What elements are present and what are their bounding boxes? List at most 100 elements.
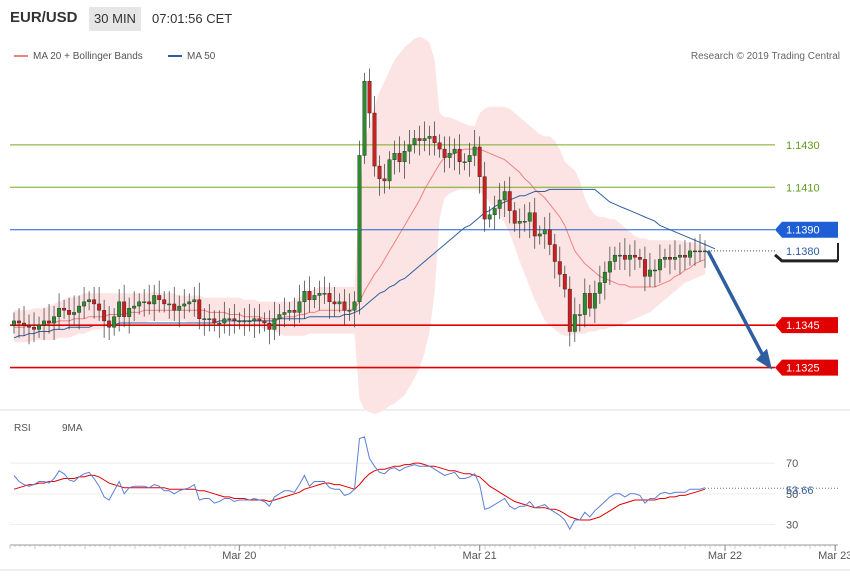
candle-18: [102, 299, 107, 338]
candle-body: [317, 293, 322, 296]
candle-body: [67, 310, 72, 315]
candle-119: [607, 246, 612, 285]
candle-body: [267, 322, 272, 330]
candle-body: [698, 250, 702, 253]
candle-127: [647, 253, 652, 287]
candle-body: [703, 250, 707, 253]
level-label-tag: [775, 179, 838, 196]
candle-body: [507, 191, 512, 211]
candle-body: [452, 148, 457, 154]
candle-body: [562, 274, 567, 290]
candle-body: [482, 176, 487, 220]
rsi-tick-50: 50: [786, 489, 798, 501]
candle-body: [502, 191, 507, 201]
candle-120: [612, 246, 617, 270]
candle-body: [522, 221, 527, 223]
candle-19: [107, 306, 112, 340]
candle-31: [167, 291, 172, 319]
candle-body: [637, 257, 642, 260]
candle-116: [592, 280, 597, 324]
candle-body: [693, 250, 697, 253]
candle-body: [492, 208, 497, 216]
candle-47: [247, 303, 252, 332]
legend-ma50: MA 50: [168, 51, 215, 62]
rsi-9ma-line: [13, 462, 706, 521]
candle-71: [367, 68, 372, 128]
candle-27: [147, 284, 152, 315]
candle-body: [652, 269, 657, 272]
candle-91: [467, 142, 472, 177]
candle-body: [287, 310, 292, 313]
candle-26: [142, 289, 147, 317]
candle-98: [502, 180, 507, 217]
timeframe-button[interactable]: 30 MIN: [89, 7, 141, 31]
candle-body: [52, 316, 57, 324]
candle-body: [577, 314, 582, 316]
candle-body: [412, 138, 417, 146]
candle-body: [487, 214, 492, 220]
level-label-text: 1.1380: [786, 246, 820, 258]
candle-body: [567, 288, 572, 332]
candle-body: [27, 324, 31, 328]
candle-63: [327, 282, 332, 319]
candle-body: [382, 178, 387, 182]
candle-body: [62, 307, 67, 311]
candle-23: [127, 297, 132, 334]
candle-117: [597, 265, 602, 304]
timestamp: 07:01:56 CET: [152, 11, 233, 26]
candles-layer: [12, 68, 707, 347]
candle-body: [17, 320, 21, 324]
candle-34: [182, 289, 187, 319]
candle-115: [587, 284, 592, 317]
candle-77: [397, 136, 402, 173]
candle-body: [632, 254, 637, 258]
candle-130: [662, 248, 667, 268]
candle-body: [417, 138, 422, 141]
candle-body: [322, 293, 327, 295]
candle-13: [77, 295, 82, 330]
candle-body: [272, 318, 277, 330]
candle-48: [252, 308, 257, 338]
candle-body: [377, 165, 382, 179]
candle-body: [42, 320, 46, 326]
candle-body: [337, 301, 342, 305]
candle-16: [92, 286, 97, 319]
candle-22: [122, 284, 127, 328]
candle-body: [77, 305, 82, 313]
ma50-legend-label: MA 50: [187, 51, 216, 62]
candle-body: [667, 257, 672, 260]
level-label-text: 1.1390: [786, 225, 820, 237]
candle-102: [522, 204, 527, 232]
candle-body: [147, 301, 152, 305]
candle-body: [597, 282, 602, 294]
level-label-text: 1.1430: [786, 140, 820, 152]
candle-129: [657, 244, 662, 283]
candle-body: [232, 318, 237, 322]
candle-100: [512, 202, 517, 232]
candle-110: [562, 265, 567, 298]
candle-12: [72, 295, 77, 326]
candle-131: [667, 244, 672, 275]
candle-9: [57, 293, 62, 330]
candle-134: [683, 240, 687, 270]
candle-body: [182, 303, 187, 307]
candle-body: [92, 299, 97, 305]
candle-body: [527, 212, 532, 222]
candle-2: [22, 306, 26, 336]
level-lines-layer: [10, 144, 838, 369]
candle-17: [97, 286, 102, 321]
candle-body: [547, 229, 552, 245]
candle-88: [452, 138, 457, 171]
candle-body: [262, 320, 267, 324]
candle-body: [82, 301, 87, 307]
time-label-mar-23: Mar 23: [818, 550, 850, 562]
candle-55: [287, 301, 292, 321]
time-label-mar-20: Mar 20: [222, 550, 256, 562]
candle-body: [402, 151, 407, 163]
candle-67: [347, 293, 352, 321]
level-label-tag: [775, 242, 838, 259]
candle-51: [267, 310, 272, 345]
instrument-symbol: EUR/USD: [10, 9, 78, 26]
candle-body: [192, 299, 197, 303]
